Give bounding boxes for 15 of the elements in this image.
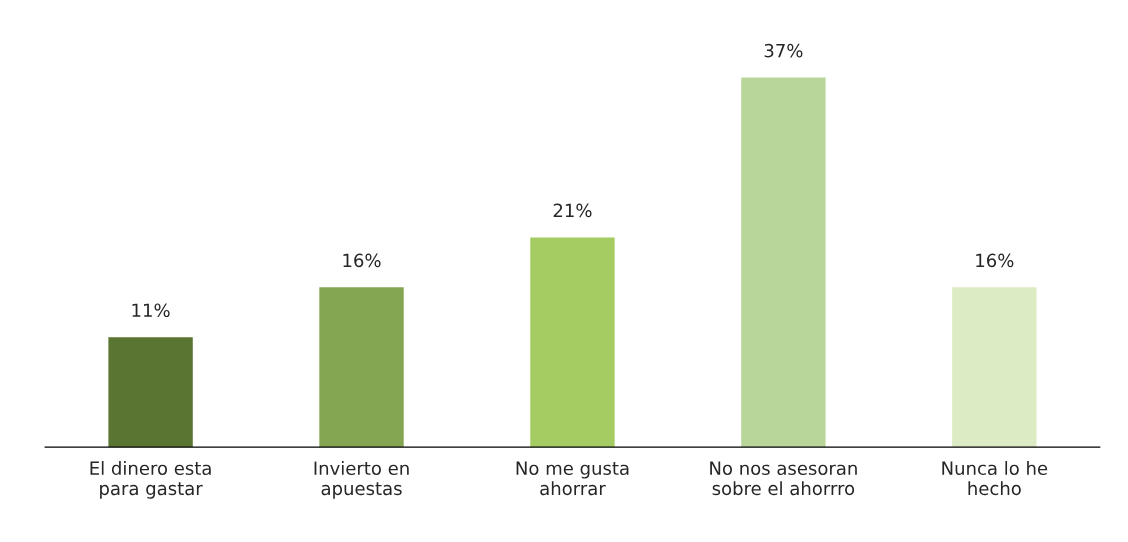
x-tick-label: No nos asesoran sobre el ahorrro: [710, 461, 857, 496]
x-tick-label: Invierto en apuestas: [314, 461, 409, 499]
bar: [530, 237, 615, 448]
bar: [741, 77, 826, 448]
bar: [108, 337, 193, 448]
data-label: 16%: [343, 253, 381, 268]
data-label: 11%: [132, 303, 170, 318]
x-tick-label: El dinero esta para gastar: [90, 461, 211, 499]
x-tick-label: No me gusta ahorrar: [516, 461, 629, 496]
x-tick-label: Nunca lo he hecho: [942, 461, 1048, 496]
data-label: 16%: [976, 253, 1014, 268]
data-label: 21%: [553, 203, 592, 218]
data-label: 37%: [764, 43, 803, 58]
bar: [952, 287, 1037, 448]
bar: [319, 287, 404, 448]
